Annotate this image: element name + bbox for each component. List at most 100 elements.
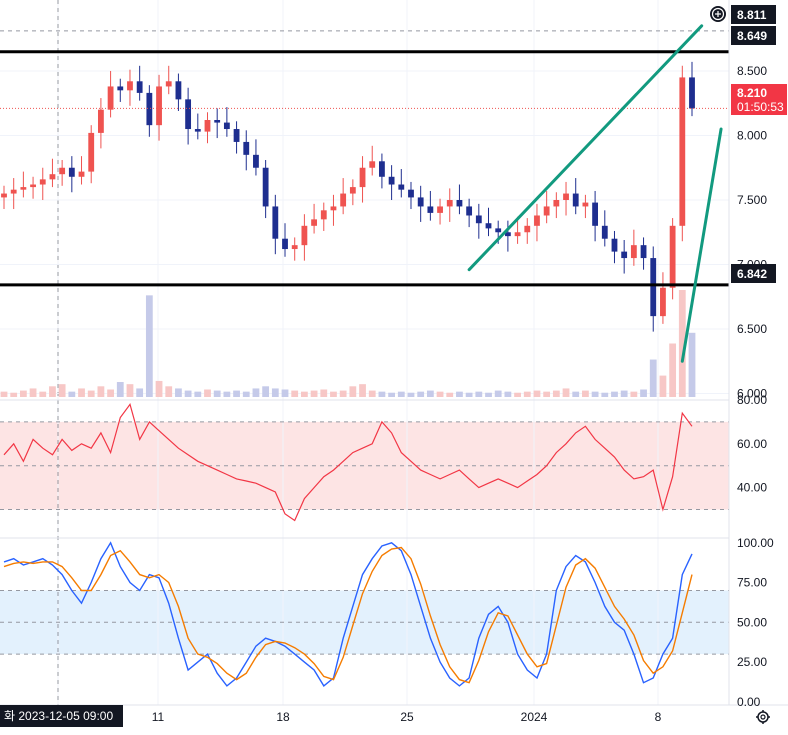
volume-bar [349,386,357,397]
candle-body [504,232,511,237]
volume-bar [29,388,37,397]
volume-bar [591,391,599,397]
candle-body [379,161,385,177]
volume-bar [630,391,638,397]
candle-body [650,258,657,317]
stoch-axis-tick: 25.00 [737,655,767,669]
volume-bar [39,391,47,397]
candle-body [59,167,66,175]
volume-bar [271,388,279,397]
candle-body [30,184,36,188]
volume-bar [291,390,299,397]
candle-body [301,225,308,246]
trend-line[interactable] [467,24,704,272]
volume-bar [611,391,618,397]
candle-body [592,202,599,226]
volume-bar [659,375,667,397]
candle-body [679,77,686,226]
volume-bar [485,392,492,397]
trend-line[interactable] [680,127,723,363]
candle-body [1,193,7,198]
volume-bar [678,290,686,397]
volume-bar [10,392,18,397]
volume-bar [0,391,8,397]
volume-bar [19,390,27,397]
candle-body [204,120,211,132]
volume-bar [87,390,95,397]
volume-bar [688,332,696,397]
candle-body [456,200,463,207]
candle-body [88,132,95,172]
candle-body [214,120,221,123]
candle-body [582,202,589,207]
svg-text:6.842: 6.842 [737,267,767,281]
volume-bar [68,391,76,397]
volume-bar [407,392,415,397]
time-axis-tick: 8 [655,710,662,724]
candle-body [359,167,366,188]
volume-bar [436,391,444,397]
volume-bar [359,384,366,397]
volume-bar [78,388,85,397]
volume-bar [97,386,105,397]
candle-body [194,129,201,132]
price-axis-tick: 8.500 [737,64,767,78]
volume-bar [504,391,512,397]
time-axis-tick: 18 [276,710,290,724]
candle-body [262,167,269,207]
candle-body [369,161,376,168]
volume-bar [552,390,560,397]
rsi-axis-tick: 60.00 [737,437,767,451]
candle-body [398,184,405,190]
candle-body [68,167,75,177]
volume-bar [262,386,270,397]
volume-bar [456,391,463,397]
crosshair-time-text: 화 2023-12-05 09:00 [4,709,113,723]
candle-body [20,187,27,190]
volume-bar [543,391,551,397]
volume-bar [494,390,502,397]
add-alert-button[interactable] [710,6,726,22]
badge-lower-level: 6.842 [731,264,776,283]
rsi-indicator [3,403,693,522]
plus-circle-icon [711,7,725,21]
volume-bar [417,391,425,397]
time-axis-tick: 25 [400,710,414,724]
volume-bar [281,389,289,397]
price-axis-tick: 6.000 [737,387,767,401]
candle-body [136,81,143,93]
price-candles [1,61,695,332]
candle-body [146,92,153,126]
chart-settings-button[interactable] [756,710,770,724]
volume-bar [388,392,395,397]
candle-body [117,86,124,91]
time-axis-tick: 11 [152,710,165,724]
candle-body [78,171,85,177]
candle-body [466,206,473,216]
candle-body [621,251,628,259]
candle-body [253,154,259,168]
svg-text:8.210: 8.210 [737,86,767,100]
time-axis-tick: 2024 [521,710,548,724]
volume-bar [368,390,376,397]
candle-body [640,245,647,259]
volume-bar [339,390,347,397]
candle-body [437,206,443,213]
candle-body [475,215,482,224]
stoch-axis-tick: 50.00 [737,615,767,629]
gear-icon [756,710,770,724]
badge-last-price: 8.210 01:50:53 [731,84,787,115]
volume-bar [145,295,153,397]
candle-body [630,245,637,259]
candle-body [243,141,250,155]
candle-body [165,81,172,87]
price-axis-tick: 6.500 [737,322,767,336]
volume-bar [514,392,521,397]
volume-bar [620,390,628,397]
volume-bar [136,388,144,397]
volume-bar [194,391,202,397]
candle-body [282,238,288,250]
candle-body [524,225,531,233]
volume-bar [562,388,570,397]
